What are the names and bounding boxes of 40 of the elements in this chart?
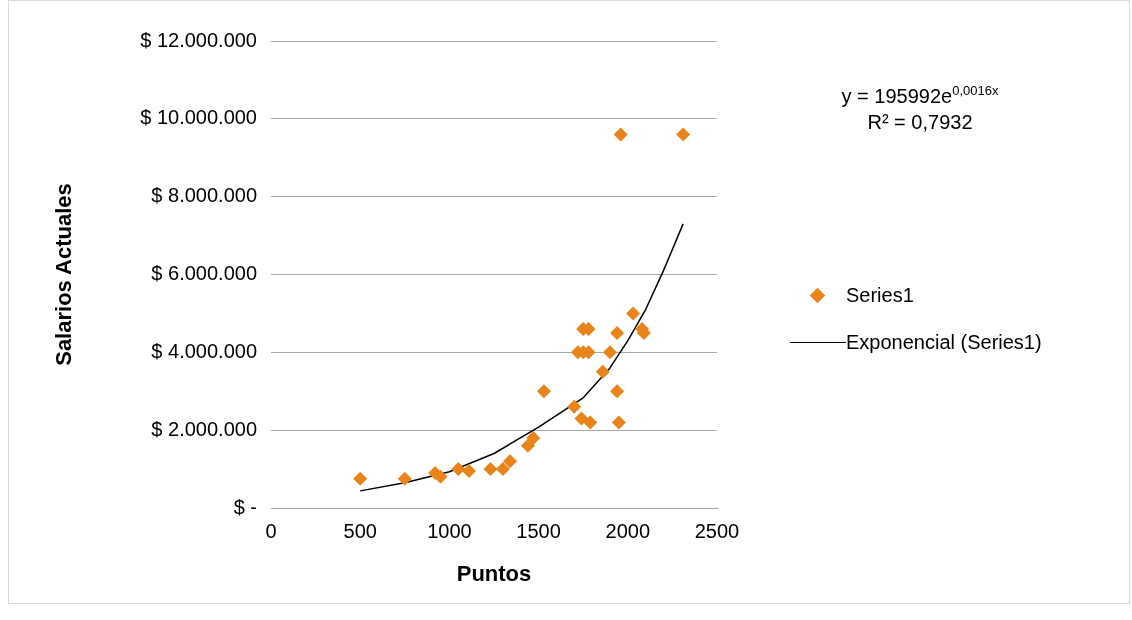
x-tick-label: 1500 — [516, 519, 561, 542]
point — [602, 345, 617, 360]
y-tick-label: $ - — [233, 495, 257, 518]
y-tick-label: $ 10.000.000 — [140, 106, 257, 129]
text: y = 195992e$^{0,0016x}$ — [840, 82, 1000, 109]
point — [613, 127, 628, 142]
point — [495, 462, 510, 477]
point — [483, 462, 498, 477]
x-tick-label: 2500 — [694, 519, 740, 542]
point — [574, 411, 589, 426]
point — [611, 415, 626, 430]
y-tick-label: $ 8.000.000 — [151, 184, 257, 207]
y-axis-title: Salarios Actuales — [51, 183, 77, 366]
point — [595, 364, 610, 379]
point — [567, 399, 582, 414]
legend-label: Exponencial (Series1) — [846, 331, 1042, 354]
x-tick-label: 1000 — [427, 519, 472, 542]
point — [503, 454, 518, 469]
point — [676, 127, 691, 142]
point — [451, 462, 466, 477]
y-tick-label: $ 2.000.000 — [151, 417, 257, 440]
text: R² = 0,7932 — [866, 109, 974, 135]
x-tick-label: 0 — [265, 519, 277, 542]
point — [610, 384, 625, 399]
y-tick-label: $ 12.000.000 — [140, 28, 257, 51]
point — [526, 430, 541, 445]
y-tick-label: $ 6.000.000 — [151, 262, 257, 285]
point — [353, 471, 368, 486]
point — [397, 471, 412, 486]
point — [610, 325, 625, 340]
point — [520, 438, 535, 453]
y-tick-label: $ 4.000.000 — [151, 339, 257, 362]
legend-label: Series1 — [846, 284, 914, 307]
x-tick-label: 2000 — [605, 519, 651, 542]
x-tick-label: 500 — [343, 519, 377, 542]
point — [462, 464, 477, 479]
point — [536, 384, 551, 399]
x-axis-title: Puntos — [456, 560, 532, 586]
point — [583, 415, 598, 430]
point — [626, 306, 641, 321]
